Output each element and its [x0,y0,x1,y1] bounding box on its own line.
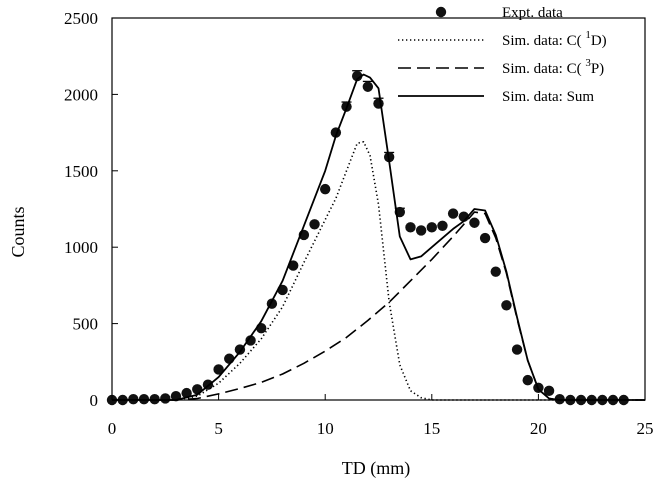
data-point [351,70,363,82]
plot-series [106,70,645,406]
data-point [479,232,491,244]
x-tick-label: 20 [530,419,547,438]
series-line-dashed [112,211,645,401]
data-point [224,353,235,364]
legend-item: Sim. data: C( 3P) [398,57,604,77]
legend-label: Sim. data: C( 1D) [502,29,607,49]
legend-label: Expt. data [502,5,563,21]
data-point [213,364,224,375]
y-tick-label: 1500 [64,162,98,181]
data-point [437,220,448,232]
y-tick-label: 2000 [64,85,98,104]
axis-ticks: 0 5 10 15 20 25 0 500 1000 1500 2000 2500 [64,9,654,438]
x-tick-label: 5 [214,419,223,438]
data-point [501,300,512,311]
series-line-dotted [112,141,645,401]
data-point [309,219,320,230]
data-point [320,183,331,195]
series-line-solid [112,73,645,401]
y-tick-label: 2500 [64,9,98,28]
legend-item: Sim. data: C( 1D) [398,29,607,49]
data-point [362,81,374,92]
x-tick-label: 25 [637,419,654,438]
data-point [490,266,501,277]
data-point [469,217,480,228]
legend-label: Sim. data: C( 3P) [502,57,604,77]
legend-label: Sim. data: Sum [502,89,594,105]
legend-item: Expt. data [435,5,563,21]
legend: Expt. data Sim. data: C( 1D) Sim. data: C(… [398,5,607,105]
data-point [192,384,203,395]
y-tick-label: 500 [73,315,99,334]
data-point [522,374,533,386]
plot-frame [111,17,646,401]
data-point [256,322,267,334]
y-tick-label: 1000 [64,238,98,257]
data-point [511,344,523,355]
expt-data-series [106,70,629,406]
y-axis-title: Counts [8,206,28,257]
data-point [415,225,427,236]
data-point [543,385,555,397]
x-tick-label: 15 [423,419,440,438]
x-axis-title: TD (mm) [342,458,410,479]
data-point [288,260,299,271]
data-point [426,222,437,233]
data-point [160,393,171,404]
x-tick-label: 0 [108,419,117,438]
data-point [447,208,459,219]
x-tick-label: 10 [317,419,334,438]
data-point [405,222,416,233]
plot-axes [111,17,646,401]
legend-item: Sim. data: Sum [398,89,594,105]
data-point [181,387,192,399]
data-point [245,335,256,346]
y-tick-label: 0 [90,391,99,410]
legend-marker [435,6,447,18]
